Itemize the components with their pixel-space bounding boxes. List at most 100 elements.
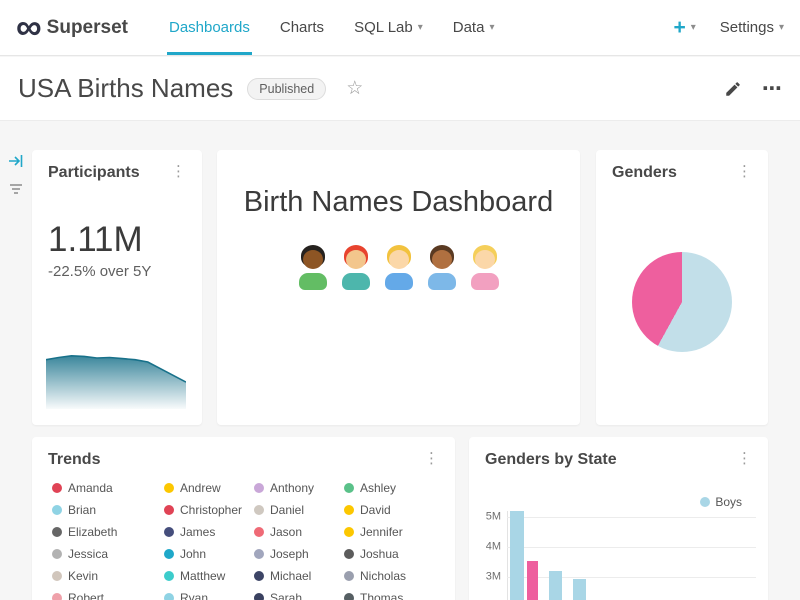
y-axis-tick: 3M [485, 570, 501, 583]
nav-item-label: Charts [279, 19, 325, 36]
legend-label: Andrew [180, 481, 221, 495]
gstate-legend[interactable]: Boys [700, 495, 742, 509]
legend-dot [52, 505, 62, 515]
kebab-menu-icon[interactable]: ⋮ [424, 450, 439, 467]
card-header: Genders by State ⋮ [469, 437, 768, 469]
legend-dot [344, 505, 354, 515]
settings-label: Settings [719, 19, 774, 36]
legend-label: James [180, 525, 216, 539]
kid-emoji-1 [297, 245, 329, 291]
chevron-down-icon: ▾ [417, 22, 423, 33]
gstate-plot: 5M 4M 3M [486, 503, 756, 600]
filter-icon[interactable] [8, 181, 24, 202]
legend-label: Nicholas [360, 569, 407, 583]
nav-menu: Dashboards Charts SQL Lab ▾ Data ▾ [154, 0, 509, 55]
card-title: Trends [48, 451, 101, 468]
kebab-menu-icon[interactable]: ⋮ [737, 450, 752, 467]
more-actions-icon[interactable]: ⋯ [762, 77, 782, 100]
legend-item-john[interactable]: John [164, 547, 254, 561]
nav-item-charts[interactable]: Charts [265, 0, 339, 55]
legend-dot [254, 593, 264, 600]
markdown-heading: Birth Names Dashboard [243, 186, 554, 218]
bar-boys[interactable] [510, 511, 524, 600]
edit-dashboard-icon[interactable] [724, 80, 742, 98]
bar-boys[interactable] [549, 571, 562, 600]
legend-item-james[interactable]: James [164, 525, 254, 539]
legend-item-jessica[interactable]: Jessica [52, 547, 164, 561]
dashboard-header: USA Births Names Published ☆ ⋯ [0, 57, 800, 121]
legend-item-matthew[interactable]: Matthew [164, 569, 254, 583]
legend-item-michael[interactable]: Michael [254, 569, 344, 583]
legend-dot [254, 527, 264, 537]
bar-girls[interactable] [527, 560, 538, 600]
legend-item-ashley[interactable]: Ashley [344, 481, 447, 495]
legend-dot [52, 549, 62, 559]
legend-item-jennifer[interactable]: Jennifer [344, 525, 447, 539]
legend-label: Sarah [270, 591, 303, 600]
bar-boys[interactable] [573, 578, 586, 600]
gstate-legend-label: Boys [715, 495, 742, 509]
legend-item-brian[interactable]: Brian [52, 503, 164, 517]
legend-label: Elizabeth [68, 525, 118, 539]
card-header: Participants ⋮ [32, 150, 202, 182]
legend-label: Thomas [360, 591, 404, 600]
legend-label: Joshua [360, 547, 399, 561]
legend-item-andrew[interactable]: Andrew [164, 481, 254, 495]
legend-item-joseph[interactable]: Joseph [254, 547, 344, 561]
legend-item-sarah[interactable]: Sarah [254, 591, 344, 600]
kebab-menu-icon[interactable]: ⋮ [737, 163, 752, 180]
legend-item-amanda[interactable]: Amanda [52, 481, 164, 495]
nav-item-label: SQL Lab [354, 19, 413, 36]
card-trends: Trends ⋮ Amanda Andrew Anthony Ashley Brian C… [32, 437, 455, 600]
published-badge[interactable]: Published [247, 77, 327, 100]
card-genders-by-state: Genders by State ⋮ Boys 5M 4M 3M [469, 437, 768, 600]
legend-item-daniel[interactable]: Daniel [254, 503, 344, 517]
legend-label: Matthew [180, 569, 226, 583]
nav-right: + ▾ Settings ▾ [673, 0, 784, 55]
kid-shirt [427, 273, 456, 290]
gstate-legend-dot [700, 497, 711, 507]
genders-pie[interactable] [632, 252, 732, 352]
card-header: Trends ⋮ [32, 437, 455, 469]
legend-item-nicholas[interactable]: Nicholas [344, 569, 447, 583]
nav-item-sql-lab[interactable]: SQL Lab ▾ [339, 0, 438, 55]
legend-dot [52, 527, 62, 537]
legend-item-david[interactable]: David [344, 503, 447, 517]
gridline [507, 577, 756, 578]
legend-item-ryan[interactable]: Ryan [164, 591, 254, 600]
new-item-button[interactable]: + ▾ [673, 17, 695, 38]
favorite-star-icon[interactable]: ☆ [346, 78, 364, 99]
chevron-down-icon: ▾ [778, 22, 784, 33]
legend-item-robert[interactable]: Robert [52, 591, 164, 600]
expand-filters-icon[interactable] [8, 153, 24, 174]
legend-item-joshua[interactable]: Joshua [344, 547, 447, 561]
kid-head [474, 250, 495, 269]
gridline [507, 517, 756, 518]
legend-dot [52, 571, 62, 581]
nav-item-data[interactable]: Data ▾ [438, 0, 510, 55]
page-title: USA Births Names [18, 73, 234, 103]
nav-item-dashboards[interactable]: Dashboards [154, 0, 265, 55]
kid-head [302, 250, 323, 269]
kid-shirt [298, 273, 327, 290]
big-number: 1.11M [48, 220, 143, 259]
legend-item-jason[interactable]: Jason [254, 525, 344, 539]
y-axis-tick: 4M [485, 540, 501, 553]
legend-item-kevin[interactable]: Kevin [52, 569, 164, 583]
brand[interactable]: ∞ Superset [16, 0, 128, 55]
kids-row [217, 245, 580, 291]
legend-dot [164, 505, 174, 515]
legend-item-elizabeth[interactable]: Elizabeth [52, 525, 164, 539]
kebab-menu-icon[interactable]: ⋮ [171, 163, 186, 180]
legend-item-thomas[interactable]: Thomas [344, 591, 447, 600]
legend-item-anthony[interactable]: Anthony [254, 481, 344, 495]
legend-label: David [360, 503, 391, 517]
kid-emoji-3 [383, 245, 415, 291]
legend-label: Jennifer [360, 525, 403, 539]
trends-legend: Amanda Andrew Anthony Ashley Brian Christophe… [32, 469, 455, 600]
legend-dot [52, 593, 62, 600]
legend-item-christopher[interactable]: Christopher [164, 503, 254, 517]
legend-dot [164, 527, 174, 537]
card-genders: Genders ⋮ [596, 150, 768, 425]
settings-menu[interactable]: Settings ▾ [720, 19, 784, 36]
